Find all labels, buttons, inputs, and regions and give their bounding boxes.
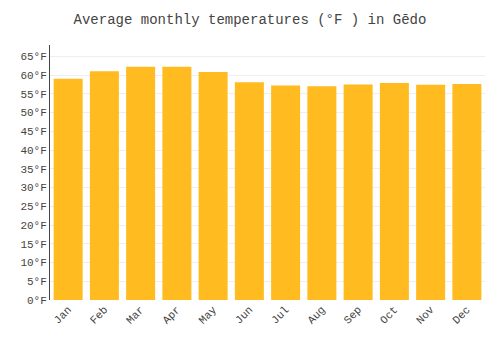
svg-text:Aug: Aug xyxy=(305,304,327,326)
svg-text:40°F: 40°F xyxy=(20,145,46,157)
svg-text:30°F: 30°F xyxy=(20,182,46,194)
svg-text:45°F: 45°F xyxy=(20,126,46,138)
svg-text:50°F: 50°F xyxy=(20,107,46,119)
svg-text:Oct: Oct xyxy=(378,304,400,326)
svg-text:55°F: 55°F xyxy=(20,89,46,101)
svg-text:Nov: Nov xyxy=(414,304,437,327)
svg-text:Jun: Jun xyxy=(233,304,255,326)
svg-text:May: May xyxy=(197,304,220,327)
svg-text:35°F: 35°F xyxy=(20,164,46,176)
svg-text:Feb: Feb xyxy=(88,304,110,326)
svg-text:15°F: 15°F xyxy=(20,239,46,251)
svg-text:10°F: 10°F xyxy=(20,257,46,269)
svg-text:20°F: 20°F xyxy=(20,220,46,232)
svg-text:Jul: Jul xyxy=(269,304,291,326)
svg-text:Sep: Sep xyxy=(342,304,364,326)
svg-text:65°F: 65°F xyxy=(20,51,46,63)
svg-text:Average monthly temperatures (: Average monthly temperatures (°F ) in Gē… xyxy=(74,12,427,28)
svg-text:60°F: 60°F xyxy=(20,70,46,82)
svg-text:Mar: Mar xyxy=(124,304,146,326)
svg-text:5°F: 5°F xyxy=(27,276,47,288)
svg-text:Apr: Apr xyxy=(160,304,182,326)
svg-text:25°F: 25°F xyxy=(20,201,46,213)
svg-text:0°F: 0°F xyxy=(27,295,47,307)
svg-text:Jan: Jan xyxy=(52,304,74,326)
svg-text:Dec: Dec xyxy=(450,304,472,326)
